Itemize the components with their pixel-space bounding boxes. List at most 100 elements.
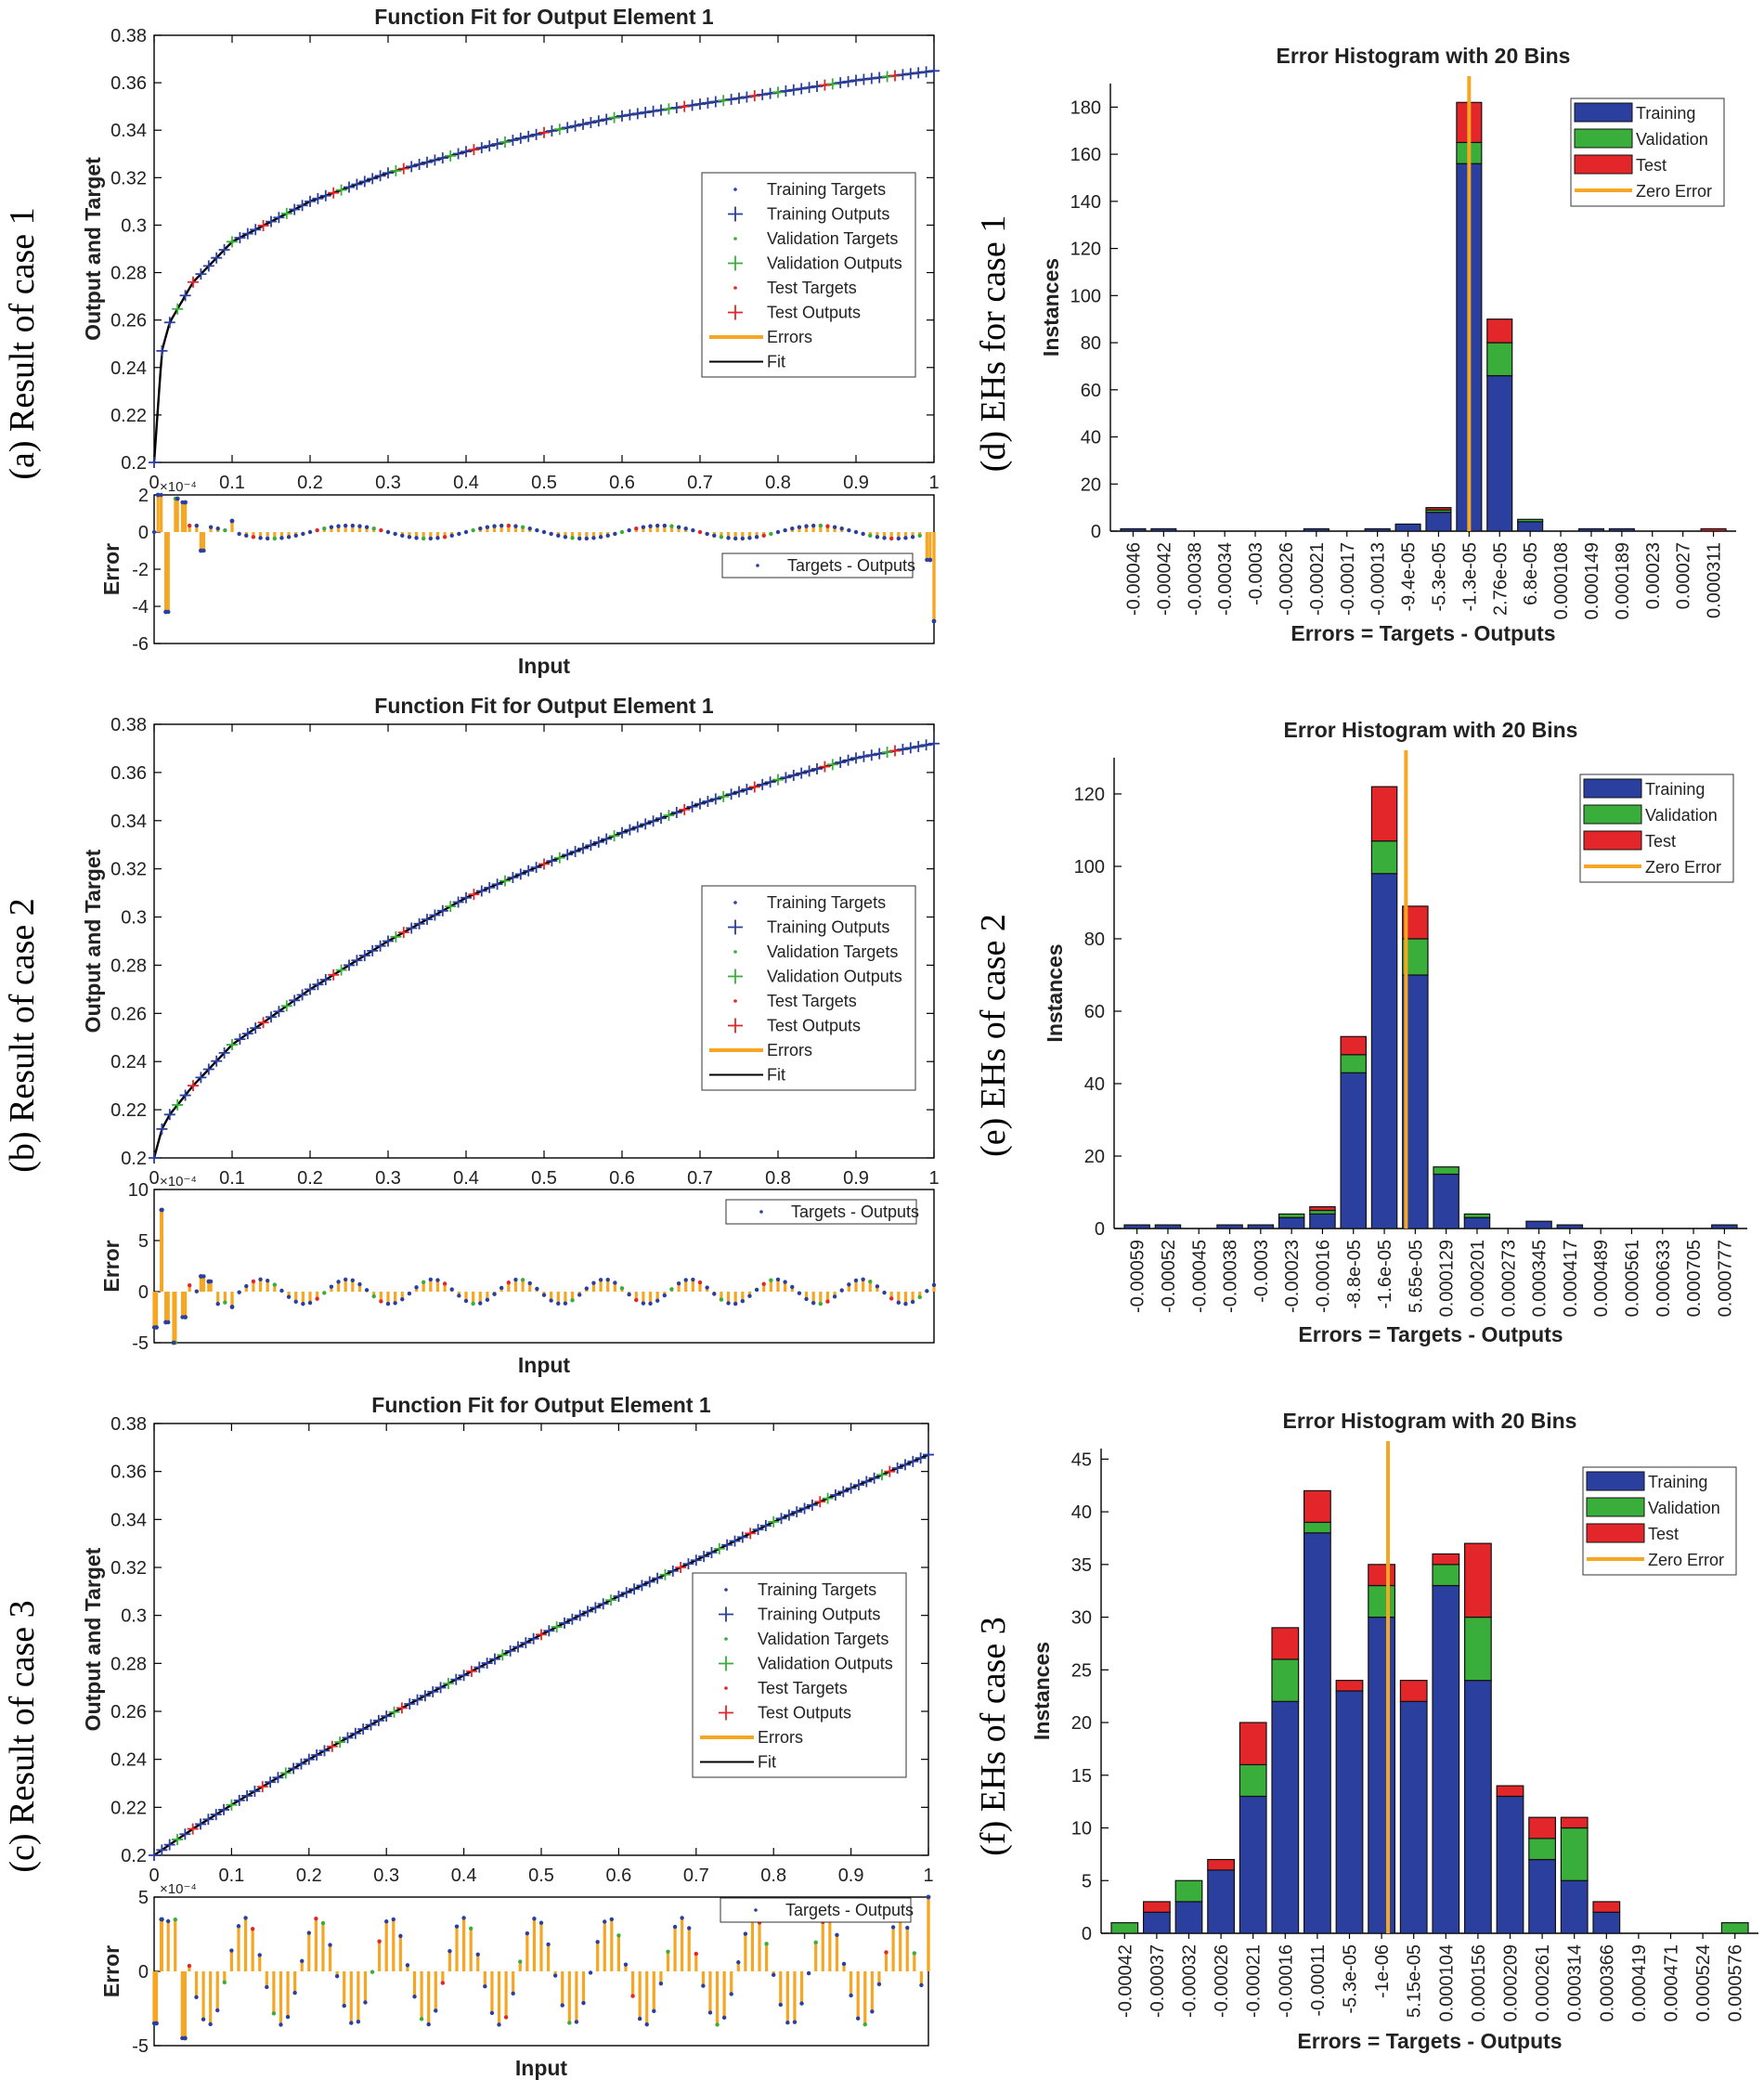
- legend-label: Training: [1648, 1473, 1707, 1491]
- error-dot: [595, 1940, 600, 1944]
- legend-label: Test: [1648, 1525, 1679, 1543]
- error-dot: [567, 2021, 572, 2025]
- output-marker: [590, 1602, 602, 1614]
- output-marker: [265, 1776, 277, 1788]
- error-dot: [556, 533, 561, 538]
- error-dot: [672, 1924, 678, 1930]
- error-dot: [251, 535, 256, 540]
- x-tick-label: -0.00032: [1180, 1944, 1200, 2018]
- output-marker: [156, 1123, 168, 1135]
- error-dot: [570, 1298, 575, 1303]
- y-tick-label: 5: [1082, 1871, 1092, 1892]
- error-dot: [506, 1280, 512, 1285]
- x-tick-label: 1: [928, 473, 939, 493]
- error-dot: [627, 527, 631, 533]
- error-dot: [888, 536, 894, 541]
- error-dot: [320, 1920, 326, 1926]
- chart-title: Function Fit for Output Element 1: [374, 694, 714, 718]
- error-dot: [385, 529, 391, 535]
- error-dot: [841, 1961, 847, 1967]
- error-dot: [605, 533, 610, 538]
- bar-training: [1303, 1532, 1331, 1934]
- legend-label: Errors: [767, 1041, 812, 1060]
- output-marker: [682, 1558, 694, 1570]
- output-marker: [218, 244, 230, 256]
- y-tick-label: 0.2: [121, 1149, 147, 1169]
- output-marker: [514, 132, 526, 144]
- error-spike-dot: [159, 1917, 164, 1922]
- x-axis-label: Input: [515, 2056, 568, 2080]
- x-tick-label: 0.5: [531, 473, 557, 493]
- output-marker: [335, 184, 347, 196]
- output-marker: [725, 94, 737, 105]
- y-tick-label: 0.24: [110, 1052, 147, 1072]
- error-dot: [655, 1298, 660, 1303]
- output-marker: [419, 1690, 431, 1702]
- x-axis-label: Errors = Targets - Outputs: [1291, 621, 1555, 645]
- fit-panel: (a) Result of case 1 Function Fit for Out…: [3, 5, 940, 678]
- x-tick-label: -0.00026: [1212, 1944, 1232, 2018]
- output-marker: [250, 224, 262, 236]
- output-marker: [422, 156, 433, 168]
- target-dot: [724, 1637, 728, 1641]
- bar-test: [1370, 786, 1398, 842]
- bar-test: [1425, 507, 1452, 511]
- error-dot: [769, 531, 773, 537]
- error-dot: [306, 1930, 311, 1935]
- x-tick-label: -0.00038: [1221, 1240, 1241, 1313]
- error-dot: [350, 1278, 356, 1283]
- error-dot: [485, 1297, 490, 1302]
- output-marker: [202, 1814, 214, 1826]
- x-tick-label: -0.00023: [1282, 1240, 1303, 1313]
- x-tick-label: -9.4e-05: [1399, 542, 1420, 612]
- x-tick-label: 0: [149, 1168, 159, 1189]
- error-dot: [648, 524, 653, 528]
- error-dot: [398, 1933, 403, 1939]
- output-marker: [256, 1781, 268, 1793]
- error-dot: [849, 1993, 853, 1998]
- output-marker: [484, 881, 496, 893]
- bar-validation: [1486, 342, 1513, 377]
- error-dot: [503, 2015, 509, 2020]
- error-dot: [835, 1932, 839, 1938]
- output-marker: [507, 872, 519, 884]
- fit-legend: Training Targets Training Outputs Validati…: [701, 885, 916, 1091]
- output-marker: [889, 745, 901, 757]
- output-marker: [913, 67, 925, 79]
- error-dot: [265, 1278, 270, 1283]
- bar-test: [1700, 527, 1727, 532]
- output-marker: [272, 1772, 284, 1784]
- error-dot: [336, 524, 341, 528]
- x-tick-label: -0.00045: [1189, 1240, 1210, 1313]
- output-plus: [728, 206, 743, 222]
- output-marker: [295, 1758, 307, 1770]
- output-marker: [163, 1839, 175, 1851]
- legend-label: Test Outputs: [767, 304, 861, 322]
- output-marker: [266, 1011, 277, 1023]
- bar-test: [1432, 1553, 1460, 1566]
- legend-label: Fit: [767, 353, 785, 371]
- output-marker: [791, 1506, 803, 1518]
- bar-validation: [1720, 1922, 1749, 1934]
- output-marker: [344, 181, 355, 193]
- output-marker: [520, 1637, 532, 1649]
- bar-training: [1154, 1224, 1182, 1229]
- y-tick-label: 140: [1070, 192, 1101, 213]
- output-marker: [218, 1803, 230, 1815]
- error-dot: [644, 2022, 649, 2027]
- bar-test: [1368, 1564, 1396, 1587]
- x-axis-label: Errors = Targets - Outputs: [1298, 1322, 1563, 1346]
- bar-training: [1517, 521, 1544, 532]
- output-marker: [733, 92, 745, 104]
- legend-label: Test Outputs: [767, 1017, 861, 1035]
- bar-training: [1592, 1911, 1621, 1934]
- bar-training: [1394, 523, 1421, 532]
- output-marker: [643, 1576, 655, 1588]
- output-marker: [736, 1531, 748, 1543]
- error-y-tick-label: 0: [138, 523, 149, 543]
- error-dot: [371, 526, 376, 531]
- x-tick-label: 0.000366: [1597, 1944, 1617, 2022]
- legend-box: [701, 885, 916, 1091]
- error-legend-dot: [756, 564, 759, 567]
- bar-training: [1556, 1224, 1584, 1229]
